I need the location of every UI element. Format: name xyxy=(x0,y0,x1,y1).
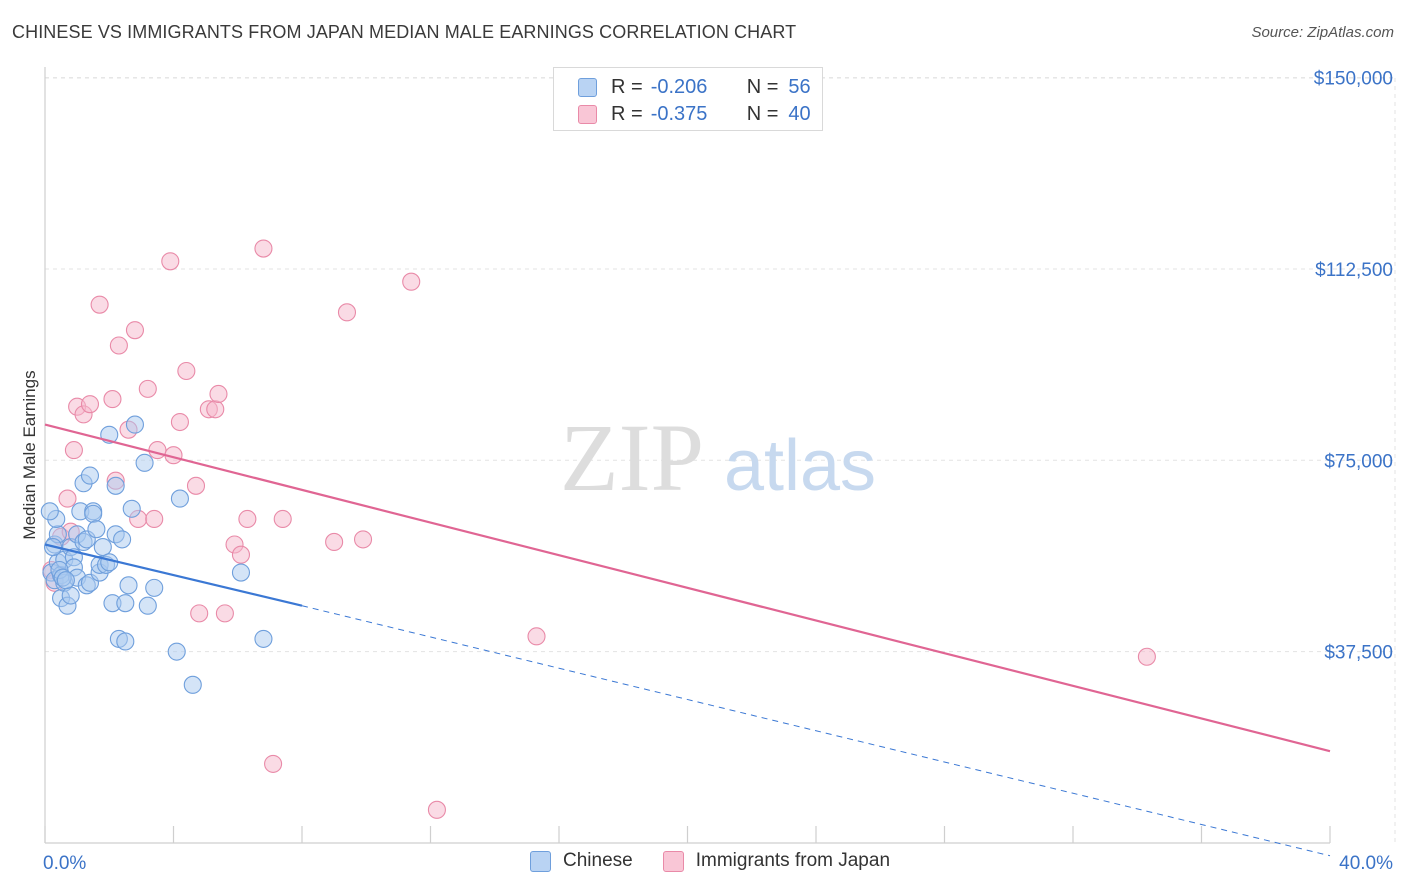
data-point-japan xyxy=(1137,647,1156,666)
data-point-japan xyxy=(353,530,373,549)
y-tick-label: $150,000 xyxy=(1314,69,1393,90)
data-point-japan xyxy=(190,604,209,623)
trend-line-chinese xyxy=(44,543,303,607)
watermark-atlas: atlas xyxy=(724,426,876,506)
data-point-japan xyxy=(58,489,77,508)
trend-lines xyxy=(44,423,1331,857)
legend-row-japan: R = -0.375 N = 40 xyxy=(578,101,811,127)
data-point-chinese xyxy=(254,629,273,648)
data-point-japan xyxy=(177,361,196,381)
legend-item-chinese: Chinese xyxy=(530,850,633,872)
data-point-japan xyxy=(109,336,128,355)
x-tick-labels: 0.0% 40.0% xyxy=(43,853,1393,874)
data-point-chinese xyxy=(183,675,202,694)
data-point-chinese xyxy=(119,576,138,595)
series-chinese-points xyxy=(40,415,273,694)
data-point-chinese xyxy=(61,586,80,605)
correlation-legend: R = -0.206 N = 56 R = -0.375 N = 40 xyxy=(553,67,823,131)
data-point-japan xyxy=(161,252,180,271)
data-point-chinese xyxy=(125,415,144,434)
y-tick-label: $75,000 xyxy=(1324,451,1393,472)
data-point-chinese xyxy=(80,466,100,485)
data-point-chinese xyxy=(100,553,119,572)
data-point-chinese xyxy=(113,530,132,549)
legend-n-label: N = xyxy=(746,75,779,98)
data-point-japan xyxy=(206,400,225,419)
data-point-japan xyxy=(125,321,144,340)
series-immigrants-from-japan-points xyxy=(42,239,1156,819)
y-tick-label: $112,500 xyxy=(1315,260,1393,281)
legend-swatch-japan xyxy=(662,850,684,872)
y-axis-label: Median Male Earnings xyxy=(20,370,39,540)
legend-r-label: R = xyxy=(611,102,643,125)
x-tick-label: 40.0% xyxy=(1339,853,1393,874)
data-point-japan xyxy=(238,509,257,529)
data-point-chinese xyxy=(40,502,59,521)
x-tick-label: 0.0% xyxy=(43,853,86,874)
data-point-japan xyxy=(264,754,283,773)
data-point-japan xyxy=(427,800,446,819)
data-point-japan xyxy=(148,441,167,460)
data-point-japan xyxy=(273,509,292,529)
watermark: ZIP atlas xyxy=(560,404,876,511)
data-point-japan xyxy=(64,441,83,460)
data-point-chinese xyxy=(145,578,164,597)
data-point-japan xyxy=(186,476,206,495)
legend-r-value: -0.206 xyxy=(650,75,708,98)
legend-label-chinese: Chinese xyxy=(563,850,633,871)
series-legend: Chinese Immigrants from Japan xyxy=(530,850,920,872)
y-tick-label: $37,500 xyxy=(1324,643,1393,664)
data-point-chinese xyxy=(87,520,106,539)
data-point-japan xyxy=(527,627,546,646)
data-point-japan xyxy=(90,295,109,314)
trend-line-chinese-extrapolated xyxy=(301,605,1331,857)
data-point-chinese xyxy=(56,571,75,590)
chart-title: CHINESE VS IMMIGRANTS FROM JAPAN MEDIAN … xyxy=(12,22,797,42)
data-point-chinese xyxy=(231,563,251,582)
data-point-japan xyxy=(209,384,228,404)
legend-n-value: 40 xyxy=(788,102,811,125)
source-label: Source: ZipAtlas.com xyxy=(1251,24,1394,41)
data-point-chinese xyxy=(170,489,189,508)
data-point-japan xyxy=(103,390,122,409)
data-point-japan xyxy=(170,412,189,432)
data-point-japan xyxy=(337,303,357,322)
data-point-chinese xyxy=(167,642,186,661)
data-point-chinese xyxy=(138,596,157,615)
legend-n-label: N = xyxy=(746,102,779,125)
legend-n-value: 56 xyxy=(788,75,811,98)
data-point-chinese xyxy=(116,594,135,613)
legend-swatch-japan xyxy=(578,104,597,124)
trend-line-japan xyxy=(44,423,1331,753)
data-point-chinese xyxy=(106,476,125,495)
legend-r-label: R = xyxy=(611,75,643,98)
data-point-japan xyxy=(80,395,100,414)
legend-label-japan: Immigrants from Japan xyxy=(695,850,891,871)
grid-lines xyxy=(45,77,1396,843)
data-point-japan xyxy=(138,379,157,398)
legend-item-japan: Immigrants from Japan xyxy=(662,850,891,872)
watermark-zip: ZIP xyxy=(560,404,704,511)
legend-r-value: -0.375 xyxy=(650,102,708,125)
data-point-chinese xyxy=(135,453,154,472)
data-point-chinese xyxy=(93,537,112,557)
legend-row-chinese: R = -0.206 N = 56 xyxy=(578,74,811,100)
data-point-chinese xyxy=(116,632,135,651)
legend-swatch-chinese xyxy=(530,850,551,872)
data-point-japan xyxy=(325,532,344,551)
data-point-japan xyxy=(254,239,273,258)
data-point-chinese xyxy=(84,504,103,523)
data-point-japan xyxy=(145,509,164,529)
data-point-japan xyxy=(402,272,421,291)
legend-swatch-chinese xyxy=(578,77,597,97)
y-tick-labels: $37,500 $75,000 $112,500 $150,000 xyxy=(1314,69,1393,664)
data-point-japan xyxy=(215,604,234,623)
data-point-chinese xyxy=(122,499,141,518)
axes xyxy=(44,67,1331,844)
data-point-japan xyxy=(231,545,251,564)
